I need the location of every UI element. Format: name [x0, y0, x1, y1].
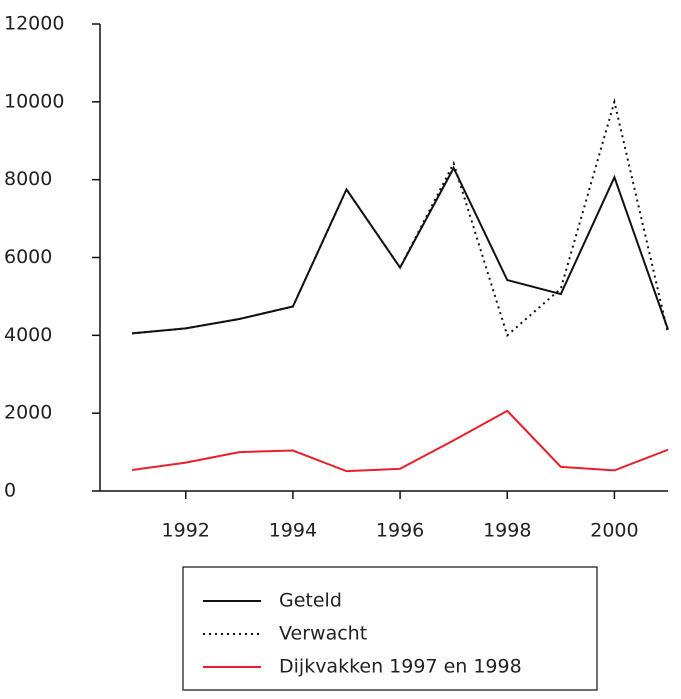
y-tick-label: 4000	[4, 324, 52, 346]
series-line	[132, 97, 669, 338]
legend-label: Dijkvakken 1997 en 1998	[279, 656, 522, 678]
series-line	[132, 165, 669, 335]
x-tick-label: 1994	[269, 520, 317, 542]
y-tick-label: 12000	[4, 13, 64, 35]
x-tick-label: 2000	[590, 520, 638, 542]
y-tick-label: 6000	[4, 246, 52, 268]
y-tick-label: 8000	[4, 168, 52, 190]
legend-label: Verwacht	[279, 623, 367, 645]
x-tick-label: 1992	[162, 520, 210, 542]
y-tick-label: 0	[4, 480, 16, 502]
legend-label: Geteld	[279, 590, 342, 612]
x-tick-label: 1996	[376, 520, 424, 542]
x-tick-label: 1998	[483, 520, 531, 542]
legend-box	[182, 566, 598, 691]
y-tick-label: 2000	[4, 402, 52, 424]
y-tick-label: 10000	[4, 90, 64, 112]
series-line	[132, 409, 669, 473]
